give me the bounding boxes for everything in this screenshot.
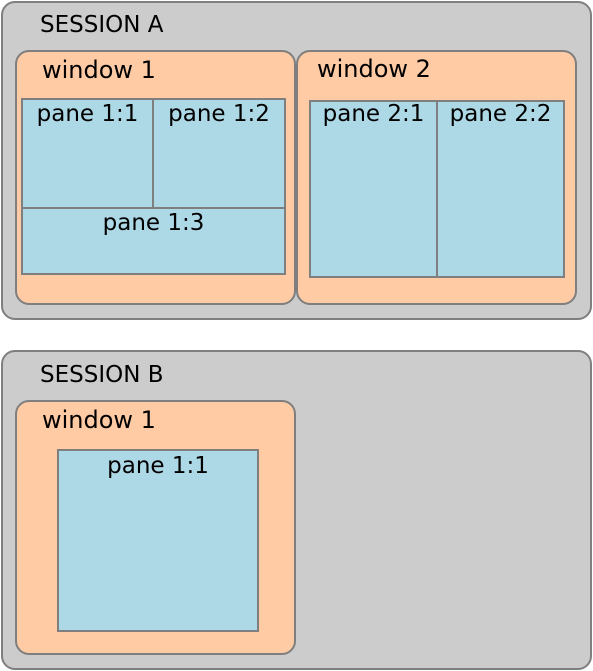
session-b-label: SESSION B — [40, 362, 164, 388]
session-a-pane-1-2-label: pane 1:2 — [168, 101, 270, 127]
session-a-label: SESSION A — [40, 12, 164, 38]
session-a-pane-1-1-label: pane 1:1 — [36, 101, 139, 127]
session-b-window-1-label: window 1 — [42, 406, 156, 434]
session-a-pane-2-1-label: pane 2:1 — [322, 101, 425, 127]
session-a-window-1-label: window 1 — [42, 56, 156, 84]
session-a-pane-2-2-label: pane 2:2 — [449, 101, 552, 127]
session-a-pane-1-3 — [21, 207, 286, 275]
session-b-pane-1-1-label: pane 1:1 — [107, 453, 209, 479]
session-a-pane-2-2 — [436, 100, 565, 278]
session-b-pane-1-1 — [57, 449, 259, 632]
session-a-pane-1-2 — [152, 98, 286, 209]
session-a-pane-1-3-label: pane 1:3 — [102, 210, 205, 236]
session-a-pane-2-1 — [309, 100, 438, 278]
session-a-window-2-label: window 2 — [317, 55, 431, 83]
